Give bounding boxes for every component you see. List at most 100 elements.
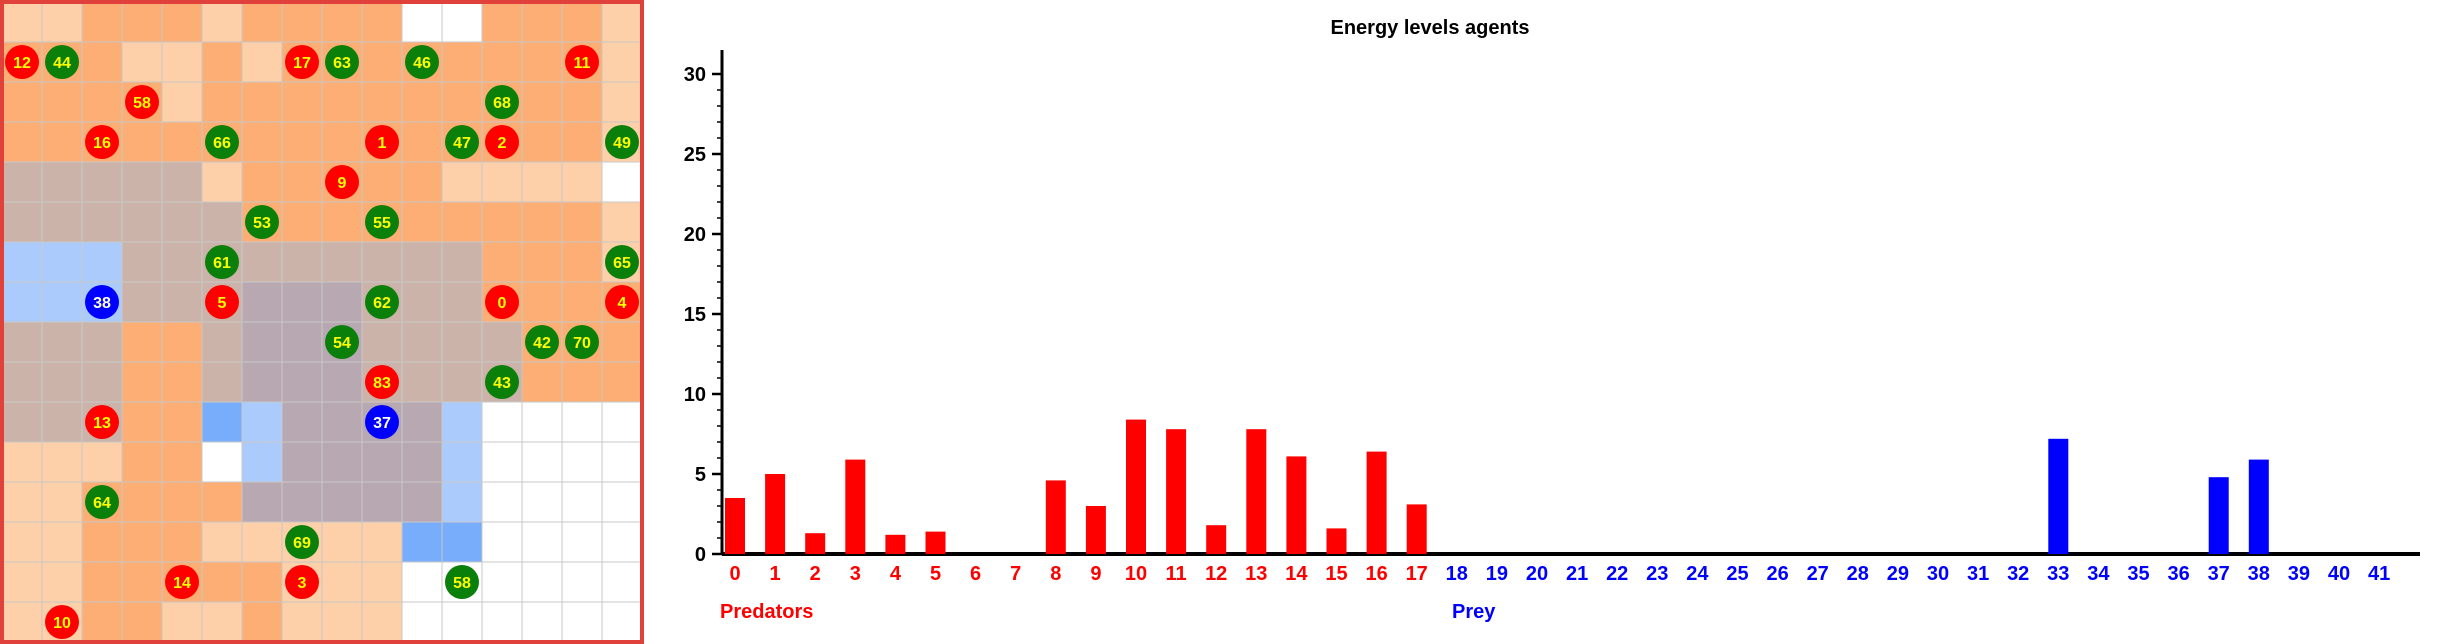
agent-marker — [605, 125, 639, 159]
grid-cell — [161, 41, 203, 83]
grid-cell — [481, 601, 523, 643]
x-tick-label: 14 — [1285, 563, 1308, 585]
agent-marker — [365, 365, 399, 399]
grid-cell — [321, 121, 363, 163]
grid-cell — [241, 441, 283, 483]
grid-cell — [521, 601, 563, 643]
grid-cell — [161, 321, 203, 363]
grid-cell — [481, 561, 523, 603]
grid-cell — [281, 1, 323, 43]
grid-cell — [41, 1, 83, 43]
grid-cell — [121, 201, 163, 243]
bar-agent-8 — [1045, 480, 1066, 554]
grid-cell — [81, 321, 123, 363]
grid-cell — [441, 601, 483, 643]
grid-cell — [121, 1, 163, 43]
grid-cell — [81, 1, 123, 43]
x-tick-label: 20 — [1526, 563, 1548, 585]
y-tick-label: 0 — [695, 544, 706, 566]
grid-cell — [121, 481, 163, 523]
grid-cell — [601, 1, 643, 43]
agent-marker — [285, 565, 319, 599]
agent-label: 2 — [498, 135, 507, 152]
grid-cell — [561, 561, 603, 603]
grid-cell — [281, 321, 323, 363]
grid-cell — [521, 401, 563, 443]
agent-marker — [205, 125, 239, 159]
x-tick-label: 21 — [1566, 563, 1588, 585]
grid-cell — [561, 1, 603, 43]
y-tick-label: 30 — [684, 64, 706, 86]
agent-label: 14 — [173, 575, 191, 592]
x-tick-label: 9 — [1090, 563, 1101, 585]
grid-cell — [41, 361, 83, 403]
bar-agent-16 — [1366, 451, 1387, 554]
grid-cell — [521, 81, 563, 123]
grid-cell — [321, 201, 363, 243]
grid-cell — [241, 1, 283, 43]
agent-label: 46 — [413, 55, 431, 72]
grid-cell — [121, 441, 163, 483]
agent-marker — [45, 605, 79, 639]
agent-prey: 47 — [445, 125, 479, 159]
grid-cell — [601, 561, 643, 603]
grid-cell — [281, 601, 323, 643]
agent-label: 83 — [373, 375, 391, 392]
bar-agent-38 — [2248, 459, 2269, 554]
x-tick-label: 34 — [2087, 563, 2110, 585]
grid-cell — [321, 281, 363, 323]
agent-label: 64 — [93, 495, 111, 512]
grid-cell — [521, 281, 563, 323]
group-label-prey: Prey — [1452, 601, 1496, 623]
grid-cell — [401, 321, 443, 363]
grid-cell — [601, 481, 643, 523]
grid-cell — [281, 361, 323, 403]
grid-cell — [121, 361, 163, 403]
grid-cell — [481, 481, 523, 523]
grid-cell — [321, 361, 363, 403]
grid-cell — [1, 401, 43, 443]
bar-agent-17 — [1406, 504, 1427, 554]
agent-label: 11 — [574, 55, 591, 72]
agent-blue: 38 — [85, 285, 119, 319]
grid-cell — [561, 161, 603, 203]
grid-cell — [401, 161, 443, 203]
x-tick-label: 39 — [2288, 563, 2310, 585]
bar-agent-37 — [2208, 477, 2229, 554]
grid-cell — [1, 361, 43, 403]
grid-cell — [81, 161, 123, 203]
grid-cell — [81, 521, 123, 563]
x-tick-label: 8 — [1050, 563, 1061, 585]
x-tick-label: 1 — [770, 563, 781, 585]
grid-cell — [121, 41, 163, 83]
grid-cell — [1, 601, 43, 643]
grid-cell — [81, 361, 123, 403]
grid-cell — [241, 601, 283, 643]
agent-predator: 3 — [285, 565, 319, 599]
grid-cell — [1, 201, 43, 243]
grid-cell — [201, 521, 243, 563]
grid-cell — [241, 161, 283, 203]
x-tick-label: 38 — [2248, 563, 2270, 585]
x-tick-label: 19 — [1486, 563, 1508, 585]
grid-cell — [281, 161, 323, 203]
grid-cell — [561, 241, 603, 283]
grid-cell — [441, 161, 483, 203]
agent-prey: 69 — [285, 525, 319, 559]
grid-cell — [601, 321, 643, 363]
grid-cell — [321, 601, 363, 643]
grid-cell — [201, 441, 243, 483]
agent-label: 1 — [378, 135, 387, 152]
grid-cell — [561, 121, 603, 163]
agent-marker — [285, 525, 319, 559]
agent-prey: 44 — [45, 45, 79, 79]
grid-cell — [41, 161, 83, 203]
grid-cell — [441, 361, 483, 403]
grid-cell — [521, 561, 563, 603]
grid-cell — [401, 1, 443, 43]
x-tick-label: 30 — [1927, 563, 1949, 585]
agent-marker — [325, 165, 359, 199]
bar-agent-13 — [1246, 429, 1267, 554]
y-tick-label: 25 — [684, 144, 706, 166]
x-tick-label: 12 — [1205, 563, 1227, 585]
